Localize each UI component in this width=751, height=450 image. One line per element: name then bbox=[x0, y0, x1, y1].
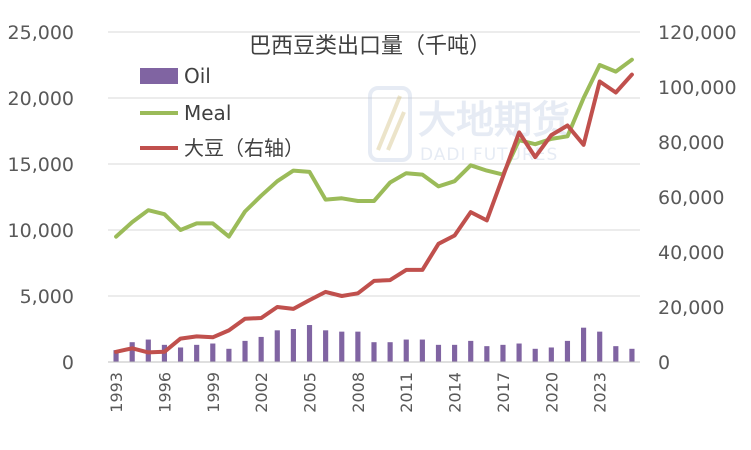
oil-bar bbox=[452, 344, 458, 362]
watermark: 大地期货 DADI FUTURES bbox=[368, 86, 570, 165]
right-tick-label: 20,000 bbox=[658, 297, 724, 319]
oil-bar bbox=[210, 343, 216, 362]
right-tick-label: 60,000 bbox=[658, 187, 724, 209]
x-tick-label: 2011 bbox=[397, 372, 416, 413]
left-tick-label: 5,000 bbox=[20, 286, 74, 308]
oil-bar bbox=[371, 342, 377, 362]
left-tick-label: 20,000 bbox=[8, 88, 74, 110]
oil-bar bbox=[242, 340, 248, 362]
oil-bars bbox=[113, 325, 635, 362]
left-tick-label: 0 bbox=[62, 352, 74, 374]
x-tick-label: 2008 bbox=[349, 372, 368, 413]
oil-bar bbox=[113, 350, 119, 362]
oil-bar bbox=[387, 342, 393, 362]
x-tick-label: 2017 bbox=[494, 372, 513, 413]
oil-bar bbox=[435, 344, 442, 362]
oil-bar bbox=[274, 330, 280, 362]
series-lines bbox=[114, 57, 634, 355]
legend-swatch-oil bbox=[140, 68, 178, 84]
x-tick-label: 2014 bbox=[446, 372, 465, 413]
x-tick-label: 2005 bbox=[301, 372, 320, 413]
right-tick-label: 120,000 bbox=[658, 22, 737, 44]
oil-bar bbox=[532, 348, 538, 362]
chart-title: 巴西豆类出口量（千吨） bbox=[249, 34, 491, 59]
oil-bar bbox=[290, 329, 296, 362]
oil-bar bbox=[629, 348, 635, 362]
x-tick-label: 2020 bbox=[542, 372, 561, 413]
oil-bar bbox=[564, 340, 571, 362]
left-axis-ticks: 0 5,000 10,000 15,000 20,000 25,000 bbox=[8, 22, 74, 374]
x-axis-ticks: 1993 1996 1999 2002 2005 2008 2011 2014 2017 2020… bbox=[107, 372, 610, 413]
oil-bar bbox=[339, 331, 345, 362]
gridlines bbox=[108, 31, 640, 297]
x-tick-label: 1996 bbox=[155, 372, 174, 413]
x-tick-label: 1993 bbox=[107, 372, 126, 413]
right-axis-ticks: 0 20,000 40,000 60,000 80,000 100,000 120,000 bbox=[658, 22, 737, 374]
oil-bar bbox=[484, 346, 490, 362]
oil-bar bbox=[419, 339, 425, 362]
watermark-logo-mark bbox=[368, 86, 412, 162]
oil-bar bbox=[194, 344, 200, 362]
x-tick-label: 2023 bbox=[591, 372, 610, 413]
right-tick-label: 0 bbox=[658, 352, 670, 374]
legend-label: Oil bbox=[184, 64, 211, 88]
oil-bar bbox=[500, 344, 506, 362]
oil-bar bbox=[548, 347, 554, 362]
oil-bar bbox=[323, 330, 329, 362]
oil-bar bbox=[306, 325, 313, 362]
right-tick-label: 100,000 bbox=[658, 77, 737, 99]
oil-bar bbox=[258, 336, 264, 362]
oil-bar bbox=[516, 343, 522, 362]
oil-bar bbox=[468, 340, 474, 362]
legend: Oil Meal 大豆（右轴） bbox=[140, 64, 304, 160]
x-tick-label: 2002 bbox=[252, 372, 271, 413]
left-tick-label: 25,000 bbox=[8, 22, 74, 44]
right-tick-label: 40,000 bbox=[658, 242, 724, 264]
left-tick-label: 15,000 bbox=[8, 154, 74, 176]
oil-bar bbox=[355, 331, 361, 362]
oil-bar bbox=[597, 331, 603, 362]
oil-bar bbox=[177, 347, 184, 362]
oil-bar bbox=[403, 339, 409, 362]
legend-label: 大豆（右轴） bbox=[184, 136, 304, 160]
left-tick-label: 10,000 bbox=[8, 220, 74, 242]
oil-bar bbox=[129, 342, 135, 362]
right-tick-label: 80,000 bbox=[658, 132, 724, 154]
legend-label: Meal bbox=[184, 101, 231, 125]
watermark-en-text: DADI FUTURES bbox=[420, 145, 558, 165]
oil-bar bbox=[580, 327, 587, 362]
soybean-line bbox=[114, 72, 634, 355]
oil-bar bbox=[613, 346, 619, 362]
x-tick-label: 1999 bbox=[204, 372, 223, 413]
watermark-logo-stroke bbox=[376, 95, 406, 151]
watermark-cn-text: 大地期货 bbox=[418, 98, 570, 142]
oil-bar bbox=[226, 348, 232, 362]
